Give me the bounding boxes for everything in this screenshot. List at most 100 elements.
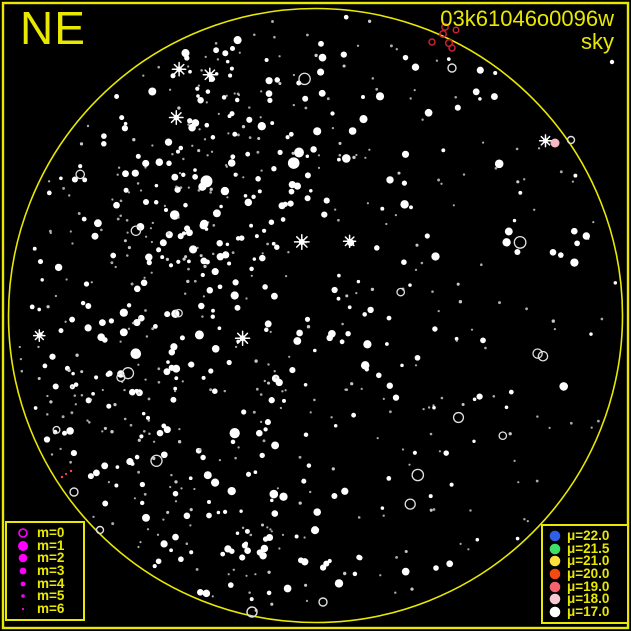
star xyxy=(146,259,152,266)
star xyxy=(440,396,444,400)
star xyxy=(155,158,164,166)
star xyxy=(343,571,347,576)
legend-label: μ=17.0 xyxy=(567,603,610,619)
star xyxy=(205,89,211,94)
star xyxy=(222,50,229,57)
star xyxy=(281,390,284,393)
star xyxy=(211,308,215,313)
star xyxy=(401,180,408,186)
star xyxy=(139,189,143,192)
star xyxy=(440,182,443,185)
star xyxy=(168,88,172,91)
star xyxy=(389,410,392,414)
legend-surface-brightness: μ=22.0 μ=21.5 μ=21.0 μ=20.0 μ=19.0 μ=18.0 μ=17… xyxy=(541,524,629,624)
star xyxy=(169,210,180,220)
star xyxy=(304,172,311,179)
star xyxy=(196,246,199,250)
star xyxy=(46,413,49,416)
star xyxy=(187,267,190,271)
star xyxy=(155,558,162,565)
star xyxy=(80,393,84,397)
star xyxy=(178,556,184,563)
star xyxy=(282,398,286,403)
star xyxy=(456,282,460,286)
star xyxy=(339,339,345,345)
legend-row: μ=21.0 xyxy=(547,554,627,568)
star xyxy=(432,508,436,511)
star xyxy=(317,68,325,76)
star xyxy=(170,396,177,403)
star xyxy=(284,389,287,392)
star xyxy=(413,88,416,92)
star xyxy=(227,573,230,576)
star xyxy=(245,297,248,300)
star xyxy=(323,560,330,567)
star xyxy=(151,221,155,225)
star xyxy=(113,201,120,209)
star xyxy=(363,340,372,349)
star xyxy=(160,540,168,548)
star xyxy=(282,201,288,207)
star xyxy=(204,55,207,59)
star xyxy=(245,151,251,157)
star xyxy=(163,368,171,376)
star xyxy=(181,380,184,383)
star xyxy=(187,186,190,189)
star xyxy=(469,509,472,512)
star xyxy=(49,400,53,404)
star xyxy=(404,549,408,554)
star xyxy=(267,570,271,574)
star xyxy=(293,182,302,190)
star xyxy=(130,225,142,237)
star xyxy=(234,456,237,460)
star xyxy=(197,189,201,192)
legend-label: m=3 xyxy=(37,563,65,578)
star xyxy=(166,160,172,167)
star xyxy=(260,523,265,527)
star xyxy=(269,330,272,334)
star xyxy=(54,294,58,298)
star xyxy=(210,478,220,487)
legend-symbol-icon xyxy=(21,607,25,610)
star xyxy=(37,307,42,312)
star xyxy=(212,209,221,218)
star xyxy=(121,125,129,132)
star xyxy=(498,431,508,441)
star xyxy=(127,191,131,194)
star xyxy=(386,382,393,389)
star xyxy=(184,225,191,232)
star xyxy=(119,328,128,337)
star xyxy=(269,489,279,499)
star xyxy=(166,510,170,514)
star xyxy=(302,95,309,102)
legend-row: m=4 xyxy=(15,576,83,590)
star xyxy=(80,370,84,374)
star xyxy=(253,33,256,37)
star xyxy=(371,77,375,80)
star xyxy=(441,23,449,31)
star xyxy=(189,508,193,512)
star xyxy=(303,383,308,387)
star xyxy=(492,394,496,398)
star xyxy=(345,388,349,392)
star xyxy=(144,309,147,312)
star xyxy=(218,458,222,462)
star xyxy=(73,394,77,397)
star xyxy=(187,118,193,124)
star xyxy=(177,216,180,219)
star xyxy=(210,150,214,153)
star xyxy=(188,123,196,132)
legend-symbol-icon xyxy=(19,567,27,575)
star xyxy=(269,528,272,531)
star xyxy=(318,89,326,97)
star xyxy=(78,164,83,169)
star xyxy=(271,510,279,517)
star xyxy=(160,255,165,260)
star xyxy=(431,252,440,261)
star xyxy=(203,264,207,269)
star xyxy=(515,536,520,541)
star xyxy=(67,368,71,373)
star xyxy=(194,330,204,340)
star xyxy=(294,534,299,539)
